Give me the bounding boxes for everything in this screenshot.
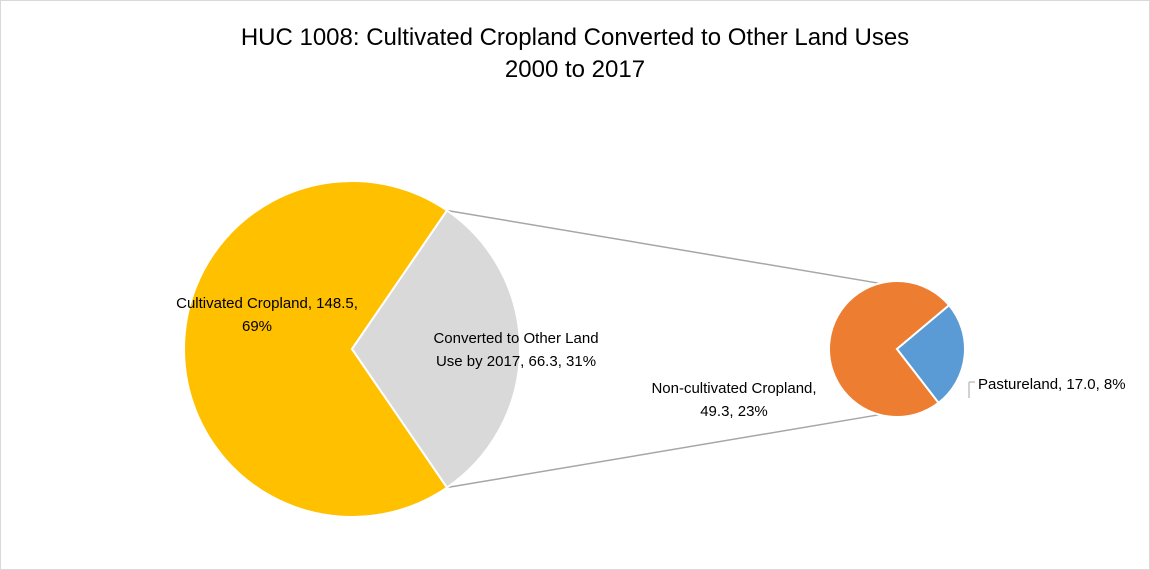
data-label-converted-line-1: Converted to Other Land	[433, 330, 598, 347]
connector-line-bottom	[446, 413, 880, 489]
connector-line-top	[446, 209, 880, 285]
data-label-cultivated-line-2: 69%	[242, 318, 272, 335]
connector-lines	[446, 209, 880, 489]
slice-converted-other-land-use	[350, 209, 521, 489]
chart-title-line-2: 2000 to 2017	[504, 56, 646, 83]
data-label-cultivated-line-1: Cultivated Cropland, 148.5,	[176, 295, 358, 312]
data-label-noncultivated-line-1: Non-cultivated Cropland,	[651, 380, 816, 397]
data-label-converted-line-2: Use by 2017, 66.3, 31%	[436, 353, 596, 370]
main-pie	[183, 180, 521, 518]
chart-title-line-1: HUC 1008: Cultivated Cropland Converted …	[240, 24, 910, 51]
slice-non-cultivated-cropland	[828, 280, 951, 418]
data-label-noncultivated-line-2: 49.3, 23%	[700, 403, 768, 420]
secondary-pie	[828, 280, 966, 418]
data-label-pastureland: Pastureland, 17.0, 8%	[978, 376, 1126, 393]
chart-title: HUC 1008: Cultivated Cropland Converted …	[0, 22, 1150, 86]
slice-cultivated-cropland	[183, 180, 449, 518]
slice-pastureland	[895, 303, 966, 405]
